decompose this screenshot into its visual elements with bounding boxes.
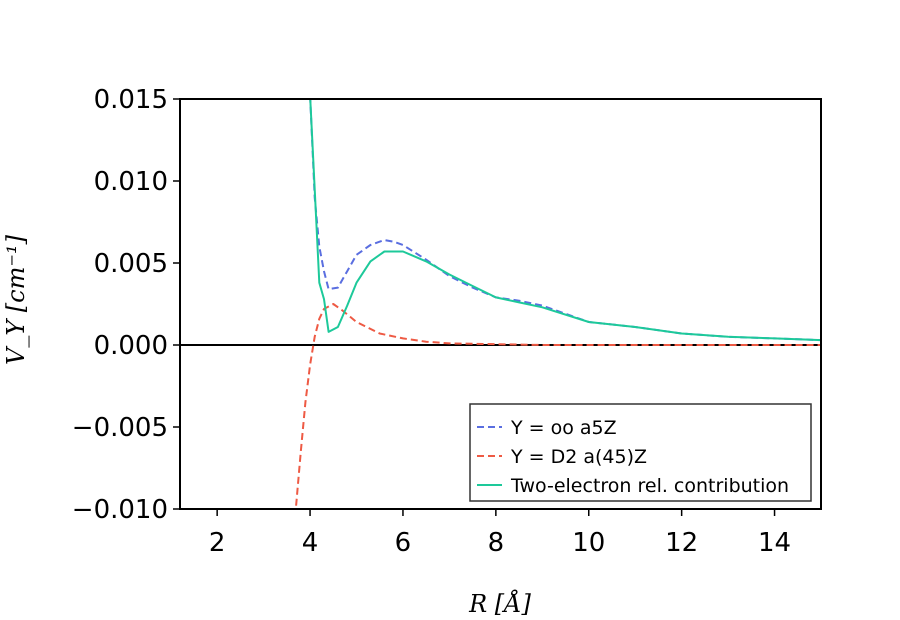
x-tick-label: 14 — [758, 528, 791, 558]
series-line-2 — [295, 303, 821, 506]
y-tick-label: −0.010 — [72, 495, 168, 525]
y-axis-ticks: 0.015 0.010 0.005 0.000 −0.005 −0.010 — [72, 85, 180, 525]
series-group — [295, 99, 821, 506]
legend-label: Y = oo a5Z — [510, 417, 617, 439]
x-tick-label: 8 — [488, 528, 505, 558]
x-tick-label: 2 — [209, 528, 226, 558]
y-tick-label: 0.010 — [94, 167, 168, 197]
y-tick-label: 0.005 — [94, 249, 168, 279]
legend-label: Y = D2 a(45)Z — [510, 446, 647, 468]
x-axis-ticks: 2 4 6 8 10 12 14 — [209, 509, 791, 558]
y-axis-label: V_Y [cm⁻¹] — [2, 234, 30, 365]
x-tick-label: 4 — [302, 528, 319, 558]
x-tick-label: 6 — [395, 528, 412, 558]
plot-frame — [179, 98, 822, 510]
x-tick-label: 10 — [572, 528, 605, 558]
x-axis-label: R [Å] — [468, 589, 531, 618]
y-tick-label: −0.005 — [72, 413, 168, 443]
legend-label: Two-electron rel. contribution — [510, 475, 789, 497]
x-tick-label: 12 — [665, 528, 698, 558]
legend-box — [469, 403, 812, 502]
series-line-3 — [309, 99, 821, 342]
y-tick-label: 0.000 — [94, 331, 168, 361]
plot-area — [179, 98, 822, 510]
legend: Y = oo a5Z Y = D2 a(45)Z Two-electron rel.… — [469, 403, 812, 502]
y-tick-label: 0.015 — [94, 85, 168, 115]
series-line-1 — [309, 99, 821, 342]
